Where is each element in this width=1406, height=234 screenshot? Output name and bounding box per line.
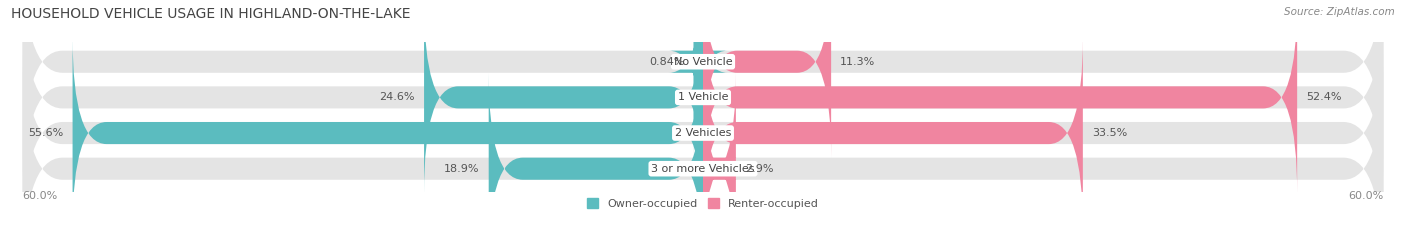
Text: 18.9%: 18.9% (444, 164, 479, 174)
Text: 11.3%: 11.3% (841, 57, 876, 67)
FancyBboxPatch shape (669, 0, 727, 158)
FancyBboxPatch shape (489, 73, 703, 234)
Text: 55.6%: 55.6% (28, 128, 63, 138)
Text: 33.5%: 33.5% (1092, 128, 1128, 138)
FancyBboxPatch shape (22, 0, 1384, 176)
Text: No Vehicle: No Vehicle (673, 57, 733, 67)
Text: 2.9%: 2.9% (745, 164, 773, 174)
FancyBboxPatch shape (425, 1, 703, 193)
FancyBboxPatch shape (703, 0, 831, 158)
FancyBboxPatch shape (703, 1, 1298, 193)
Text: 0.84%: 0.84% (650, 57, 685, 67)
Text: HOUSEHOLD VEHICLE USAGE IN HIGHLAND-ON-THE-LAKE: HOUSEHOLD VEHICLE USAGE IN HIGHLAND-ON-T… (11, 7, 411, 21)
Text: 24.6%: 24.6% (380, 92, 415, 102)
FancyBboxPatch shape (703, 37, 1083, 229)
Text: 3 or more Vehicles: 3 or more Vehicles (651, 164, 755, 174)
FancyBboxPatch shape (22, 0, 1384, 211)
FancyBboxPatch shape (22, 55, 1384, 234)
FancyBboxPatch shape (702, 73, 737, 234)
FancyBboxPatch shape (22, 19, 1384, 234)
Text: Source: ZipAtlas.com: Source: ZipAtlas.com (1284, 7, 1395, 17)
Text: 1 Vehicle: 1 Vehicle (678, 92, 728, 102)
FancyBboxPatch shape (73, 37, 703, 229)
Text: 2 Vehicles: 2 Vehicles (675, 128, 731, 138)
Text: 52.4%: 52.4% (1306, 92, 1341, 102)
Text: 60.0%: 60.0% (22, 191, 58, 201)
Legend: Owner-occupied, Renter-occupied: Owner-occupied, Renter-occupied (582, 194, 824, 213)
Text: 60.0%: 60.0% (1348, 191, 1384, 201)
